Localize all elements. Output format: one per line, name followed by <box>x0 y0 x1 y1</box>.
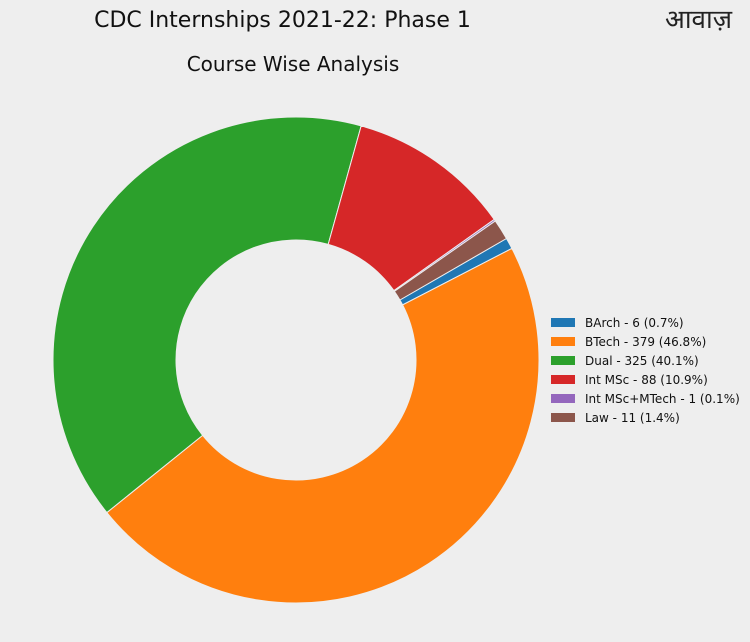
legend-item: BArch - 6 (0.7%) <box>551 313 746 332</box>
chart-title: CDC Internships 2021-22: Phase 1 <box>94 8 471 33</box>
legend-label: Law - 11 (1.4%) <box>585 410 680 425</box>
legend-label: Int MSc+MTech - 1 (0.1%) <box>585 391 740 406</box>
donut-slice-1 <box>106 247 540 604</box>
donut-slice-2 <box>52 116 362 514</box>
legend-swatch <box>551 356 575 365</box>
legend-label: Int MSc - 88 (10.9%) <box>585 372 708 387</box>
legend-swatch <box>551 337 575 346</box>
legend-item: Dual - 325 (40.1%) <box>551 351 746 370</box>
legend-label: BTech - 379 (46.8%) <box>585 334 707 349</box>
legend-item: BTech - 379 (46.8%) <box>551 332 746 351</box>
legend-item: Law - 11 (1.4%) <box>551 408 746 427</box>
chart-subtitle: Course Wise Analysis <box>186 52 400 76</box>
legend-swatch <box>551 375 575 384</box>
legend-label: Dual - 325 (40.1%) <box>585 353 699 368</box>
legend-label: BArch - 6 (0.7%) <box>585 315 684 330</box>
donut-slices <box>52 116 540 604</box>
donut-slice-5 <box>393 220 508 301</box>
legend-swatch <box>551 413 575 422</box>
chart-legend: BArch - 6 (0.7%) BTech - 379 (46.8%) Dual … <box>551 313 746 427</box>
awaaz-logo: आवाज़ <box>664 5 732 35</box>
legend-item: Int MSc - 88 (10.9%) <box>551 370 746 389</box>
legend-item: Int MSc+MTech - 1 (0.1%) <box>551 389 746 408</box>
legend-swatch <box>551 318 575 327</box>
legend-swatch <box>551 394 575 403</box>
